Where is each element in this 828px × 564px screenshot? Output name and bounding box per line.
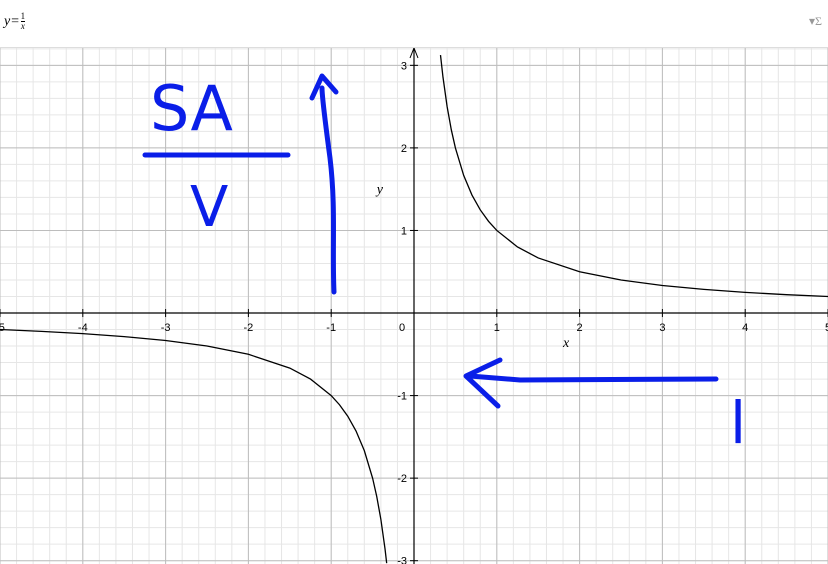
plot: -5 -4 -3 -2 -1 0 1 2 3 4 5 -3 -2 -1 1 2 3 x y SA Vl <box>0 48 828 564</box>
left-arrow <box>463 357 719 409</box>
handwritten-note: l <box>730 389 746 457</box>
x-tick-label: 1 <box>494 322 500 334</box>
up-arrow <box>309 73 339 295</box>
x-tick-label: -3 <box>161 322 171 334</box>
equation-bar: y= 1 x ▾Σ <box>0 0 828 48</box>
formula[interactable]: y= 1 x <box>4 11 26 31</box>
numerator: 1 <box>20 11 26 22</box>
x-tick-label: -2 <box>244 322 254 334</box>
handwriting: SA Vl <box>142 72 746 457</box>
handwritten-note: SA <box>150 72 233 145</box>
x-tick-label: -1 <box>326 322 336 334</box>
formula-lhs: y= <box>4 13 20 29</box>
y-tick-label: 1 <box>401 225 407 237</box>
curve <box>0 54 828 564</box>
x-tick-label: 2 <box>577 322 583 334</box>
equation-palette-button[interactable]: ▾Σ <box>808 14 822 28</box>
y-tick-label: 2 <box>401 143 407 155</box>
denominator: x <box>20 21 25 31</box>
y-axis-label: y <box>375 182 384 197</box>
x-tick-label: 0 <box>399 322 405 334</box>
y-axis-arrow <box>409 48 419 59</box>
handwritten-note: V <box>190 175 228 240</box>
x-tick-label: 5 <box>825 322 828 334</box>
fraction: 1 x <box>20 11 26 31</box>
y-tick-label: 3 <box>401 60 407 72</box>
x-tick-label: 4 <box>742 322 748 334</box>
y-tick-label: -1 <box>397 391 407 403</box>
x-tick-label: 3 <box>659 322 665 334</box>
x-tick-label: -5 <box>0 322 5 334</box>
y-tick-label: -2 <box>397 473 407 485</box>
x-tick-label: -4 <box>78 322 88 334</box>
x-axis-label: x <box>562 336 570 351</box>
plot-content: -5 -4 -3 -2 -1 0 1 2 3 4 5 -3 -2 -1 1 2 3 x y <box>0 48 828 564</box>
y-tick-label: -3 <box>397 556 407 564</box>
